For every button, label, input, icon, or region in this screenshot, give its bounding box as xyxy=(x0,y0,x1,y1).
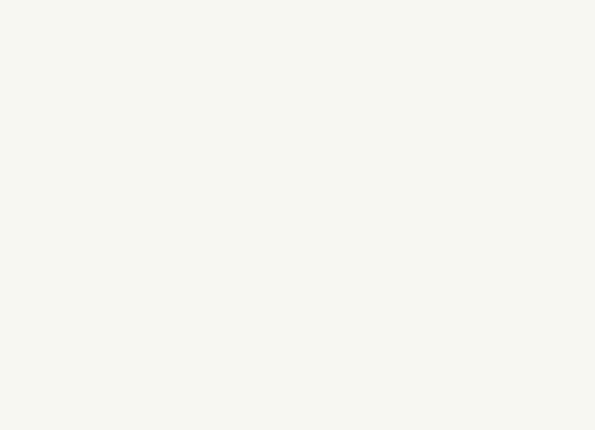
Bar xyxy=(439,248,499,430)
Text: 0.2: 0.2 xyxy=(205,197,223,206)
FancyBboxPatch shape xyxy=(1,333,594,424)
X-axis label: CO$_2$ partial pressure: CO$_2$ partial pressure xyxy=(247,329,408,347)
Text: 0.2: 0.2 xyxy=(399,197,419,206)
Text: Corrosion Rate as a Function of CO$_2$ Partial Pressure.: Corrosion Rate as a Function of CO$_2$ P… xyxy=(118,370,500,387)
Legend: Bottom Wall of Pipe, Top Wall of Pipe: Bottom Wall of Pipe, Top Wall of Pipe xyxy=(83,35,214,69)
Bar xyxy=(184,213,243,430)
Bar xyxy=(124,86,184,430)
Text: 15: 15 xyxy=(146,69,162,80)
Bar xyxy=(380,213,439,430)
Y-axis label: Corrosion rate/(mm/yr): Corrosion rate/(mm/yr) xyxy=(24,85,37,246)
Text: 0.06: 0.06 xyxy=(456,232,481,242)
Text: Figure 13: Figure 13 xyxy=(40,372,115,385)
